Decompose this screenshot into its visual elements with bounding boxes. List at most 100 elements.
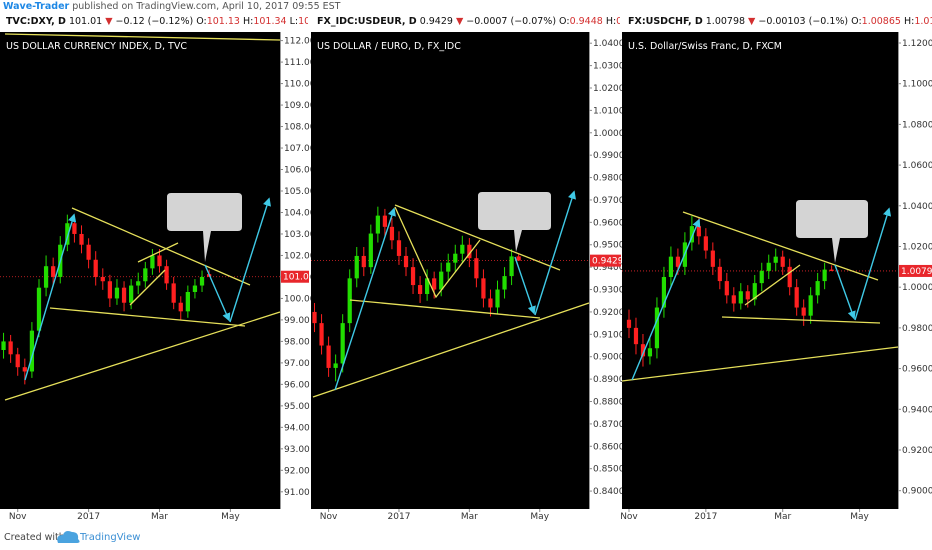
price-axis bbox=[280, 32, 309, 509]
callout bbox=[167, 193, 242, 262]
candle-body bbox=[822, 269, 827, 282]
change: −0.0007 (−0.07%) bbox=[466, 16, 556, 27]
candle-body bbox=[780, 256, 785, 267]
candle-body bbox=[801, 307, 806, 316]
candle-body bbox=[368, 233, 373, 268]
candle-body bbox=[633, 327, 639, 345]
candle-body bbox=[460, 244, 465, 254]
logo[interactable] bbox=[57, 531, 80, 543]
arrow bbox=[24, 213, 77, 381]
y-tick-label: 0.8700 bbox=[593, 420, 625, 430]
y-tick-label: 109.00 bbox=[284, 101, 316, 111]
candle-body bbox=[382, 215, 388, 227]
trend-line bbox=[349, 299, 541, 319]
ohlc-label: O: bbox=[559, 16, 570, 27]
y-tick-label: 105.00 bbox=[284, 187, 316, 197]
candle-body bbox=[467, 244, 472, 259]
candle-body bbox=[178, 302, 183, 312]
y-tick-label: 0.8800 bbox=[593, 398, 625, 408]
ohlc-value: 0.9448 bbox=[570, 16, 603, 27]
candle-body bbox=[185, 291, 190, 312]
ohlc-value: 0.9457 bbox=[616, 16, 649, 27]
symbol: TVC:DXY, D bbox=[6, 16, 66, 27]
created-with: Created with bbox=[4, 532, 65, 543]
candle-body bbox=[745, 291, 750, 300]
last-price-box bbox=[899, 264, 932, 277]
candle-body bbox=[361, 255, 366, 268]
y-tick-label: 1.00000 bbox=[902, 283, 932, 293]
trend-line bbox=[4, 311, 281, 401]
candle-body bbox=[787, 266, 792, 288]
candle-body bbox=[766, 262, 771, 271]
change: −0.12 (−0.12%) bbox=[116, 16, 194, 27]
change: −0.00103 (−0.1%) bbox=[758, 16, 848, 27]
last-price-box bbox=[281, 270, 309, 283]
x-tick-label: May bbox=[530, 512, 549, 522]
candle-body bbox=[143, 268, 148, 282]
candle-body bbox=[375, 215, 380, 234]
candle-body bbox=[29, 330, 35, 372]
candle-body bbox=[333, 363, 338, 368]
x-tick-label: 2017 bbox=[388, 512, 411, 522]
candle-body bbox=[654, 307, 660, 349]
y-tick-label: 99.00 bbox=[284, 316, 310, 326]
x-tick-label: Mar bbox=[151, 512, 168, 522]
last-price: 101.01 bbox=[69, 16, 102, 27]
y-tick-label: 0.9300 bbox=[593, 286, 625, 296]
price-axis bbox=[589, 32, 621, 509]
candle-body bbox=[199, 276, 205, 286]
publish-text: published on TradingView.com, April 10, … bbox=[72, 1, 340, 12]
last-price-label: 1.00798 bbox=[901, 267, 932, 277]
y-tick-label: 1.08000 bbox=[902, 120, 932, 130]
candle-body bbox=[340, 323, 345, 364]
plot-area bbox=[622, 32, 898, 509]
y-tick-label: 97.00 bbox=[284, 359, 310, 369]
candle-body bbox=[107, 281, 112, 299]
y-tick-label: 0.9700 bbox=[593, 196, 625, 206]
ohlc-value: 101.34 bbox=[253, 16, 286, 27]
last-price: 1.00798 bbox=[706, 16, 745, 27]
candle-body bbox=[453, 253, 458, 263]
y-tick-label: 1.0400 bbox=[593, 39, 625, 49]
last-price-label: 0.9429 bbox=[592, 257, 624, 267]
candle-body bbox=[164, 266, 169, 284]
arrow bbox=[834, 264, 856, 320]
trend-line bbox=[137, 242, 179, 263]
candle-body bbox=[731, 295, 736, 304]
y-tick-label: 0.9200 bbox=[593, 308, 625, 318]
candle-body bbox=[689, 226, 694, 243]
candle-body bbox=[417, 285, 423, 295]
drawings bbox=[4, 33, 899, 401]
candle-body bbox=[446, 262, 451, 272]
brand[interactable]: TradingView bbox=[79, 532, 140, 543]
candle-body bbox=[752, 283, 757, 300]
y-tick-label: 94.00 bbox=[284, 423, 310, 433]
candle-body bbox=[93, 259, 98, 277]
candle-body bbox=[150, 255, 155, 269]
trend-line bbox=[621, 346, 899, 382]
arrow bbox=[204, 264, 231, 322]
candle-body bbox=[626, 319, 632, 328]
y-tick-label: 100.00 bbox=[284, 294, 316, 304]
x-tick-label: Nov bbox=[9, 512, 27, 522]
candle-body bbox=[51, 266, 56, 277]
y-tick-label: 1.02000 bbox=[902, 242, 932, 252]
candle-body bbox=[668, 256, 674, 278]
candle-body bbox=[396, 240, 402, 256]
candle-body bbox=[79, 233, 84, 245]
trend-line bbox=[394, 204, 561, 271]
symbol: FX:USDCHF, D bbox=[628, 16, 703, 27]
candle-body bbox=[129, 285, 134, 303]
y-tick-label: 0.8900 bbox=[593, 375, 625, 385]
candle-body bbox=[696, 226, 701, 237]
candle-body bbox=[474, 258, 479, 279]
author[interactable]: Wave-Trader bbox=[3, 1, 70, 12]
candle-body bbox=[326, 345, 331, 368]
trend-line bbox=[744, 264, 801, 306]
y-tick-label: 0.9600 bbox=[593, 218, 625, 228]
ohlc-label: O: bbox=[196, 16, 207, 27]
